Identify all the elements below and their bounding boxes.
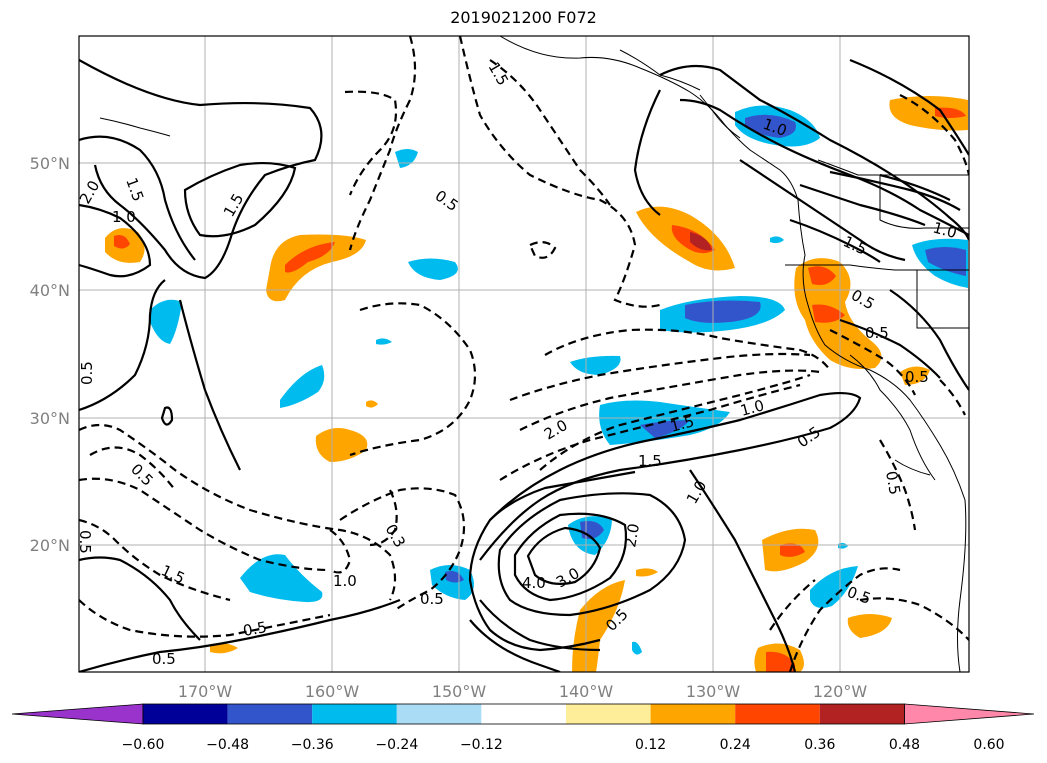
shade-negative [280,365,325,408]
gridlines [79,36,969,672]
map-frame [78,35,970,673]
lon-label: 130°W [686,682,741,701]
shade-positive [780,543,805,557]
colorbar-extend-high [904,703,1035,725]
colorbar-segment [396,704,482,724]
lon-label: 160°W [305,682,360,701]
colorbar-tick-label: −0.24 [375,737,418,753]
contour-label: 0.5 [152,650,176,668]
contour-label: 1.0 [738,396,766,420]
lon-label: 170°W [178,682,233,701]
shade-negative [150,299,182,344]
lat-label: 30°N [30,409,70,428]
lat-label: 40°N [30,281,70,300]
colorbar-outline [142,703,905,725]
shade-negative [376,338,392,345]
colorbar-tick-label: 0.12 [635,737,666,753]
contours [79,58,969,672]
colorbar-tick-label: −0.48 [206,737,249,753]
contour-label: 2.0 [621,522,643,549]
lat-label: 50°N [30,154,70,173]
colorbar-segment [735,704,820,724]
shade-positive [808,266,836,285]
colorbar-tick-label: −0.60 [122,737,165,753]
contour-label: 1.0 [931,218,959,242]
colorbar-tick-label: −0.36 [291,737,334,753]
shade-positive [766,651,795,672]
contour-label: 1.0 [112,208,136,226]
colorbar-segment [481,704,566,724]
contour-label: 1.0 [333,572,357,590]
contour-label: 4.0 [522,574,546,592]
longitude-labels: 170°W 160°W 150°W 140°W 130°W 120°W [178,682,868,701]
lat-label: 20°N [30,536,70,555]
lon-label: 140°W [559,682,614,701]
colorbar-tick-label: 0.60 [973,737,1004,753]
shade-negative [925,247,966,276]
shade-negative [810,566,858,608]
shade-positive [900,366,930,385]
latitude-labels: 50°N 40°N 30°N 20°N [30,154,70,555]
colorbar-extend-low [11,703,144,725]
colorbar-tick-label: −0.12 [460,737,503,753]
contour-label: 0.5 [865,324,889,342]
contour-label: 0.5 [905,368,929,386]
colorbar-segment [312,704,397,724]
shade-negative [240,554,323,603]
colorbar-tick-label: 0.48 [889,737,920,753]
shade-negative [770,236,784,244]
contour-label: 0.5 [242,618,269,640]
map-background [79,36,969,672]
lon-label: 120°W [813,682,868,701]
shade-negative [570,355,621,375]
shade-positive [210,643,238,654]
shade-positive [114,235,130,249]
colorbar-segment [819,704,905,724]
coastlines [99,36,969,672]
contour-label: 0.5 [78,361,96,385]
colorbar-segment [143,704,228,724]
colorbar-segment [650,704,736,724]
shade-negative [632,641,642,655]
contour-label: 0.5 [76,530,94,554]
colorbar-segment [566,704,651,724]
contour-label: 0.5 [420,590,444,608]
colorbar-tick-label: 0.36 [804,737,835,753]
contour-label: 1.5 [668,412,696,436]
contour-label: 0.5 [882,470,904,497]
shade-negative [685,300,761,323]
shade-positive [812,304,845,323]
shade-positive [366,400,378,408]
shade-negative [408,258,458,280]
colorbar-tick-label: 0.24 [720,737,751,753]
shade-positive [636,568,658,577]
shade-positive [266,234,366,302]
lon-label: 150°W [432,682,487,701]
shaded-fields [105,96,968,672]
shade-positive [847,614,892,638]
shade-positive [690,232,712,251]
shade-positive [285,242,335,273]
shade-negative [430,565,474,600]
colorbar-segment [227,704,313,724]
colorbar: −0.60 −0.48 −0.36 −0.24 −0.12 0.12 0.24 0.36 0.4… [11,703,1035,753]
contour-label: 1.5 [638,452,662,470]
map-title: 2019021200 F072 [450,8,597,27]
dashed-contours [79,36,969,672]
